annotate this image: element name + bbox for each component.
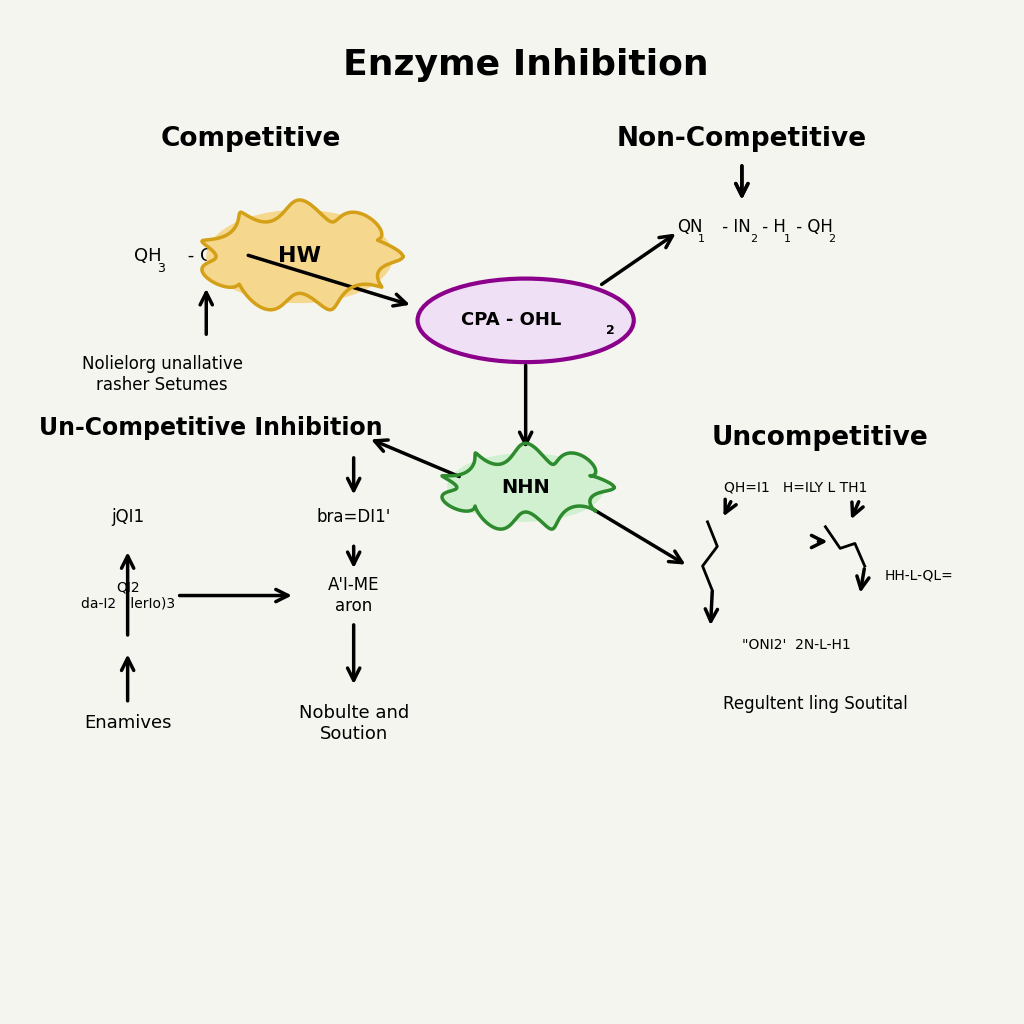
Text: 3: 3: [157, 262, 165, 274]
Text: Un-Competitive Inhibition: Un-Competitive Inhibition: [39, 417, 383, 440]
Text: NHN: NHN: [502, 478, 550, 497]
Text: - QH: - QH: [791, 218, 833, 236]
Polygon shape: [202, 200, 402, 310]
Text: 8: 8: [219, 262, 227, 274]
Text: QH=I1   H=ILY L TH1: QH=I1 H=ILY L TH1: [724, 480, 867, 495]
Text: 2: 2: [750, 233, 757, 244]
Ellipse shape: [418, 279, 634, 362]
Text: Non-Competitive: Non-Competitive: [616, 126, 867, 152]
Text: HW: HW: [279, 247, 322, 266]
Text: 2: 2: [606, 324, 615, 337]
Text: "ONI2'  2N-L-H1: "ONI2' 2N-L-H1: [741, 638, 850, 651]
Polygon shape: [442, 443, 614, 529]
Text: CPA - OHL: CPA - OHL: [461, 311, 561, 330]
Text: Enzyme Inhibition: Enzyme Inhibition: [343, 48, 709, 82]
Text: 1: 1: [784, 233, 792, 244]
Text: - QI: - QI: [181, 248, 219, 265]
Text: 1: 1: [697, 233, 705, 244]
Text: bra=DI1': bra=DI1': [316, 508, 391, 526]
Text: QH: QH: [134, 248, 162, 265]
Text: HH-L-QL=: HH-L-QL=: [885, 569, 953, 583]
Text: QN: QN: [677, 218, 702, 236]
Text: - H: - H: [757, 218, 785, 236]
Text: Nolielorg unallative
rasher Setumes: Nolielorg unallative rasher Setumes: [82, 355, 243, 394]
Ellipse shape: [206, 210, 393, 303]
Text: Uncompetitive: Uncompetitive: [712, 425, 929, 452]
Text: A'I-ME
aron: A'I-ME aron: [328, 577, 380, 615]
Text: Competitive: Competitive: [161, 126, 341, 152]
Text: 2: 2: [828, 233, 836, 244]
Text: Nobulte and
Soution: Nobulte and Soution: [299, 703, 409, 742]
Text: QI2
da-I2  (lerIo)3: QI2 da-I2 (lerIo)3: [81, 581, 175, 610]
Text: Enamives: Enamives: [84, 715, 171, 732]
Text: Regultent ling Soutital: Regultent ling Soutital: [723, 694, 908, 713]
Ellipse shape: [447, 453, 604, 522]
Text: jQI1: jQI1: [111, 508, 144, 526]
Text: - IN: - IN: [717, 218, 751, 236]
